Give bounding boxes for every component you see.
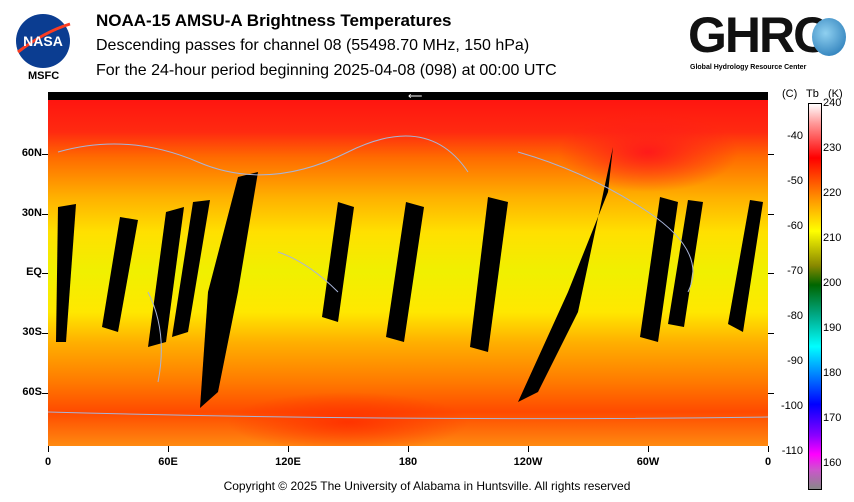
ghrc-subtitle: Global Hydrology Resource Center — [690, 64, 807, 71]
x-tick — [288, 446, 289, 452]
map-svg — [48, 135, 768, 420]
colorbar — [808, 103, 822, 490]
missing-data-swath — [148, 207, 184, 347]
x-tick-label: 60E — [158, 456, 178, 468]
x-tick-label: 120E — [275, 456, 301, 468]
cb-kelvin-tick: 210 — [823, 232, 842, 244]
nasa-logo: NASA — [14, 12, 72, 70]
x-tick-label: 120W — [513, 456, 543, 468]
x-tick — [648, 446, 649, 452]
copyright: Copyright © 2025 The University of Alaba… — [223, 479, 631, 493]
y-tick-label: 60S — [22, 385, 42, 398]
chart-title: NOAA-15 AMSU-A Brightness Temperatures — [96, 11, 452, 30]
cb-kelvin-tick: 200 — [823, 277, 842, 289]
cb-celsius-tick: -60 — [787, 220, 803, 232]
arrow-marker: ⟵ — [408, 91, 423, 102]
missing-data-swath — [172, 200, 210, 337]
missing-data-swath — [200, 172, 258, 408]
y-tick — [768, 333, 774, 335]
coastline — [48, 135, 768, 420]
x-tick-label: 60W — [636, 456, 660, 468]
missing-data-swath — [322, 202, 354, 322]
x-tick — [768, 446, 769, 452]
cb-celsius-tick: -40 — [787, 130, 803, 142]
x-tick-label: 0 — [764, 456, 772, 468]
cb-celsius-tick: -50 — [787, 175, 803, 187]
missing-data-swath — [518, 147, 613, 402]
x-tick — [528, 446, 529, 452]
cb-celsius-tick: -100 — [780, 400, 803, 412]
chart-subtitle: Descending passes for channel 08 (55498.… — [96, 37, 530, 54]
cb-kelvin-tick: 180 — [823, 367, 842, 379]
cb-celsius-tick: -90 — [787, 355, 803, 367]
cb-label-k: (K) — [828, 88, 843, 100]
y-tick-label: 60N — [21, 147, 42, 159]
msfc-label: MSFC — [28, 70, 60, 82]
cb-kelvin-tick: 230 — [823, 142, 842, 154]
cb-label-c: (C) — [782, 88, 798, 100]
cb-kelvin-tick: 240 — [823, 97, 842, 109]
map-top-strip — [48, 92, 768, 100]
cb-label-tb: Tb — [806, 88, 819, 100]
ghrc-globe-icon — [812, 18, 846, 56]
missing-data-swath — [102, 217, 138, 332]
nasa-meatball-icon: NASA — [16, 14, 71, 68]
cb-kelvin-tick: 160 — [823, 457, 842, 469]
y-tick — [42, 392, 48, 394]
ghrc-logo: GHRC — [688, 7, 829, 63]
map-plot — [48, 92, 768, 446]
y-tick-label: 30N — [21, 206, 42, 219]
y-tick — [768, 213, 774, 215]
x-tick-label: 180 — [398, 456, 418, 468]
cb-kelvin-tick: 190 — [823, 322, 842, 334]
cb-kelvin-tick: 220 — [823, 187, 842, 199]
y-tick — [768, 392, 774, 394]
y-tick — [768, 273, 774, 275]
cb-celsius-tick: -70 — [787, 265, 803, 277]
svg-text:NASA: NASA — [23, 33, 63, 49]
x-tick — [48, 446, 49, 452]
x-tick — [408, 446, 409, 452]
y-tick — [42, 333, 48, 335]
x-tick-label: 0 — [44, 456, 52, 468]
y-tick — [768, 154, 774, 155]
missing-data-swath — [728, 200, 763, 332]
missing-data-swath — [56, 204, 76, 342]
y-tick-label: 30S — [22, 326, 42, 339]
x-tick — [168, 446, 169, 452]
y-tick-label: EQ — [26, 266, 42, 279]
cb-celsius-tick: -110 — [781, 445, 803, 457]
chart-period: For the 24-hour period beginning 2025-04… — [96, 62, 557, 79]
y-tick — [42, 154, 48, 155]
cb-celsius-tick: -80 — [787, 310, 803, 322]
y-tick — [42, 213, 48, 215]
missing-data-swath — [640, 197, 678, 342]
missing-data-swath — [386, 202, 424, 342]
missing-data-swath — [470, 197, 508, 352]
y-tick — [42, 273, 48, 275]
cb-kelvin-tick: 170 — [823, 412, 842, 424]
missing-data-swath — [668, 200, 703, 327]
